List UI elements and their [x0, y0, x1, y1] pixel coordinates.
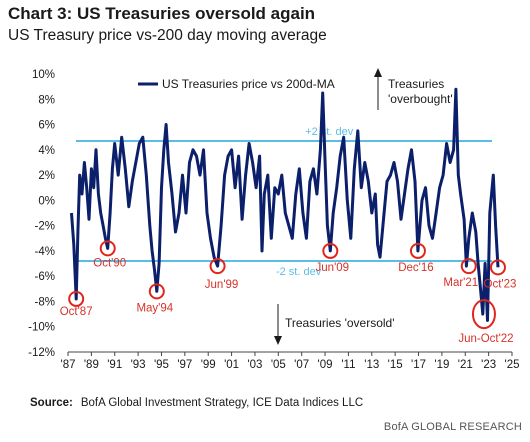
y-tick-label: 4%	[38, 145, 55, 157]
x-tick-label: '09	[318, 359, 333, 371]
chart-plot: 10% 8% 6% 4% 2% 0% -2% -4% -6% -8% -10% -12% '87 '89…	[28, 68, 520, 371]
chart-title: Chart 3: US Treasuries oversold again	[8, 4, 316, 23]
x-axis: '87 '89 '91 '93 '95 '97 '99 '01 '03 '05 '07 '09 '11 '…	[61, 352, 520, 371]
y-tick-label: 6%	[38, 120, 55, 132]
std-dev-bands: +2 st. dev -2 st. dev	[76, 126, 492, 278]
oversold-marker-circle	[409, 242, 426, 259]
source-text: BofA Global Investment Strategy, ICE Dat…	[80, 397, 364, 409]
x-tick-label: '07	[294, 359, 309, 371]
oversold-marker-label: Dec'16	[398, 262, 433, 274]
x-tick-label: '99	[201, 359, 216, 371]
y-tick-label: -6%	[35, 271, 55, 283]
source-line: Source: BofA Global Investment Strategy, …	[30, 397, 363, 409]
oversold-marker-label: Oct'23	[484, 278, 517, 290]
oversold-marker-circle	[148, 283, 165, 300]
oversold-marker-circle	[471, 299, 496, 330]
x-tick-label: '05	[271, 359, 286, 371]
oversold-marker-label: Mar'21	[443, 277, 478, 289]
x-tick-label: '97	[177, 359, 192, 371]
y-axis: 10% 8% 6% 4% 2% 0% -2% -4% -6% -8% -10% -12%	[28, 69, 55, 359]
chart-subtitle: US Treasury price vs-200 day moving aver…	[8, 27, 327, 44]
oversold-marker-circle	[489, 259, 506, 276]
x-tick-label: '15	[388, 359, 403, 371]
oversold-marker-circle	[68, 290, 85, 307]
y-tick-label: -10%	[28, 322, 55, 334]
x-tick-label: '25	[505, 359, 520, 371]
x-tick-label: '23	[481, 359, 496, 371]
y-tick-label: 2%	[38, 170, 55, 182]
oversold-label: Treasuries 'oversold'	[285, 316, 395, 330]
y-tick-label: -12%	[28, 347, 55, 359]
oversold-marker-label: Jun-Oct'22	[458, 333, 513, 345]
x-tick-label: '11	[341, 359, 355, 371]
overbought-label-line2: 'overbought'	[388, 92, 453, 106]
y-tick-label: 0%	[38, 195, 55, 207]
oversold-marker-label: Oct'87	[60, 306, 93, 318]
legend-label: US Treasuries price vs 200d-MA	[162, 77, 335, 91]
down-arrow-head-icon	[274, 336, 282, 345]
std-dev-band-label: +2 st. dev	[305, 126, 354, 138]
x-tick-label: '13	[364, 359, 379, 371]
up-arrow-head-icon	[374, 68, 382, 77]
oversold-markers: Oct'87 Oct'90 May'94 Jun'99 Jun'09 Dec'16 Mar'…	[60, 240, 517, 345]
x-tick-label: '91	[107, 359, 122, 371]
x-tick-label: '19	[434, 359, 449, 371]
std-dev-band-label: -2 st. dev	[276, 266, 322, 278]
oversold-marker-circle	[322, 242, 339, 259]
oversold-marker-label: Jun'09	[316, 262, 350, 274]
oversold-marker-label: Oct'90	[93, 257, 126, 269]
oversold-marker-circle	[209, 258, 226, 275]
x-tick-label: '89	[84, 359, 99, 371]
overbought-note: Treasuries 'overbought'	[374, 68, 453, 110]
y-tick-label: -4%	[35, 246, 55, 258]
y-tick-label: 10%	[32, 69, 55, 81]
x-tick-label: '03	[247, 359, 262, 371]
y-tick-label: -8%	[35, 296, 55, 308]
oversold-note: Treasuries 'oversold'	[274, 304, 395, 345]
source-label: Source:	[30, 397, 73, 409]
x-tick-label: '17	[411, 359, 426, 371]
legend: US Treasuries price vs 200d-MA	[138, 77, 335, 91]
series-line	[70, 87, 500, 322]
oversold-marker-label: May'94	[136, 302, 173, 314]
oversold-marker-circle	[460, 258, 477, 275]
overbought-label-line1: Treasuries	[388, 77, 444, 91]
y-tick-label: -2%	[35, 221, 55, 233]
y-tick-label: 8%	[38, 94, 55, 106]
x-tick-label: '87	[61, 359, 76, 371]
x-tick-label: '93	[131, 359, 146, 371]
oversold-marker-label: Jun'99	[205, 279, 239, 291]
x-tick-label: '01	[224, 359, 239, 371]
x-tick-label: '95	[154, 359, 169, 371]
x-tick-label: '21	[458, 359, 473, 371]
brand-footer: BofA GLOBAL RESEARCH	[383, 421, 522, 433]
oversold-marker-circle	[99, 240, 116, 257]
